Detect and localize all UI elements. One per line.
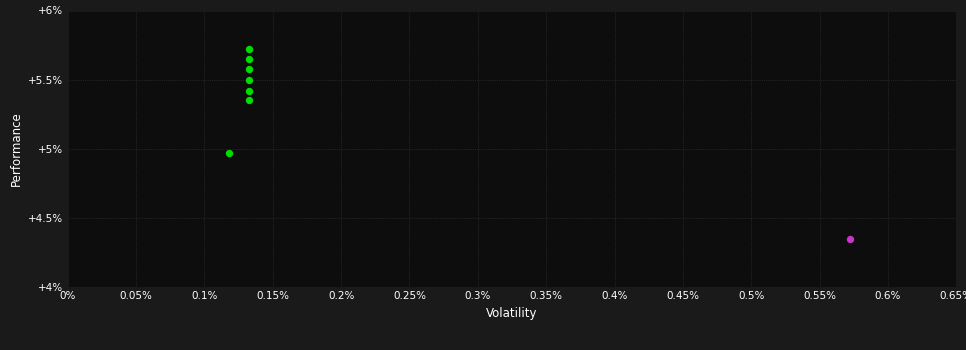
Point [242, 77, 257, 83]
Point [242, 56, 257, 62]
Y-axis label: Performance: Performance [10, 111, 23, 186]
Point [242, 47, 257, 52]
Point [221, 150, 237, 156]
Point [242, 98, 257, 103]
Point [242, 88, 257, 93]
Point [242, 66, 257, 71]
Point [842, 236, 858, 241]
X-axis label: Volatility: Volatility [486, 307, 538, 320]
